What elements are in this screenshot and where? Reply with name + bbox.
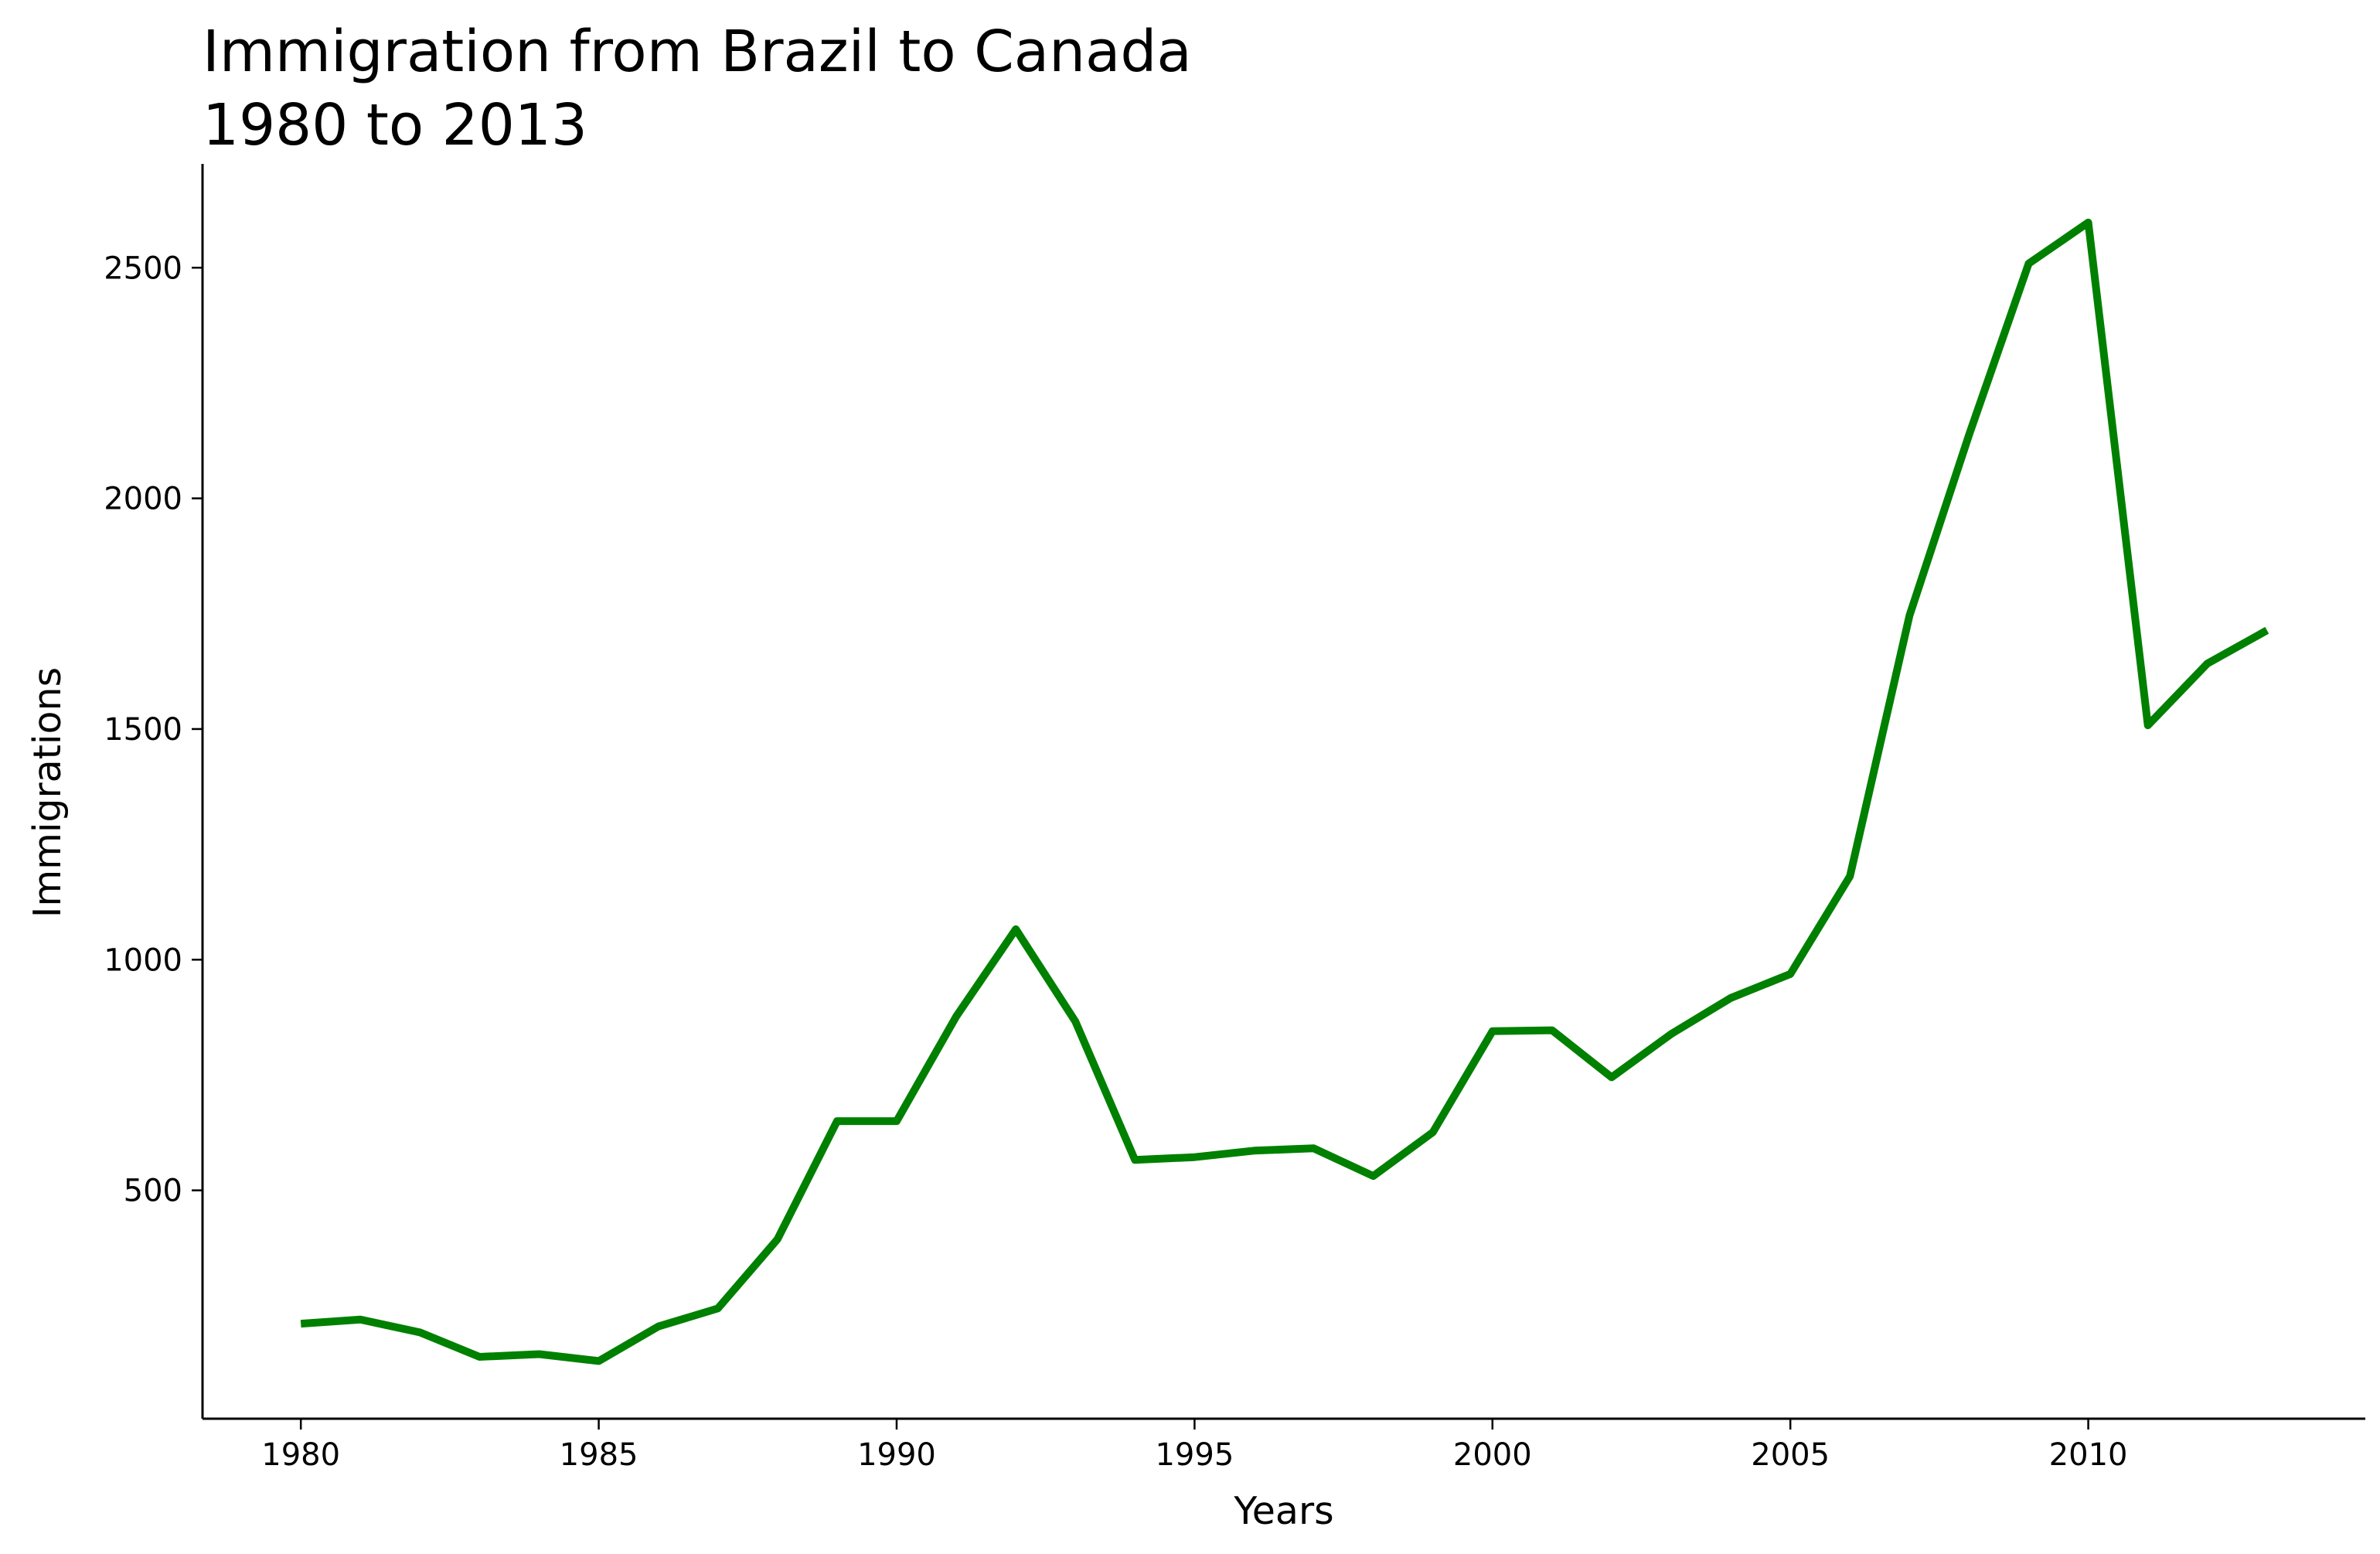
chart-title-line-1: Immigration from Brazil to Canada — [203, 19, 1192, 85]
x-tick-label: 2010 — [2049, 1437, 2128, 1473]
y-tick-label: 500 — [124, 1174, 182, 1209]
x-tick-label: 2000 — [1453, 1437, 1532, 1473]
x-axis-label: Years — [1233, 1489, 1333, 1533]
y-tick-label: 2500 — [104, 250, 182, 286]
y-axis-label: Immigrations — [26, 667, 70, 918]
plot-area — [300, 218, 2269, 1365]
x-axis-ticks: 1980 1985 1990 1995 2000 2005 2010 — [261, 1419, 2127, 1473]
y-tick-label: 2000 — [104, 482, 182, 517]
x-tick-label: 1985 — [560, 1437, 638, 1473]
y-tick-label: 1000 — [104, 942, 182, 978]
x-tick-label: 1980 — [261, 1437, 340, 1473]
chart-title-line-2: 1980 to 2013 — [203, 92, 587, 158]
y-tick-label: 1500 — [104, 712, 182, 748]
x-tick-label: 1990 — [857, 1437, 936, 1473]
chart-title: Immigration from Brazil to Canada 1980 t… — [203, 19, 1192, 158]
x-tick-label: 1995 — [1155, 1437, 1234, 1473]
x-tick-label: 2005 — [1751, 1437, 1830, 1473]
series-line-0 — [300, 218, 2269, 1365]
y-axis-ticks: 500 1000 1500 2000 2500 — [104, 250, 203, 1209]
